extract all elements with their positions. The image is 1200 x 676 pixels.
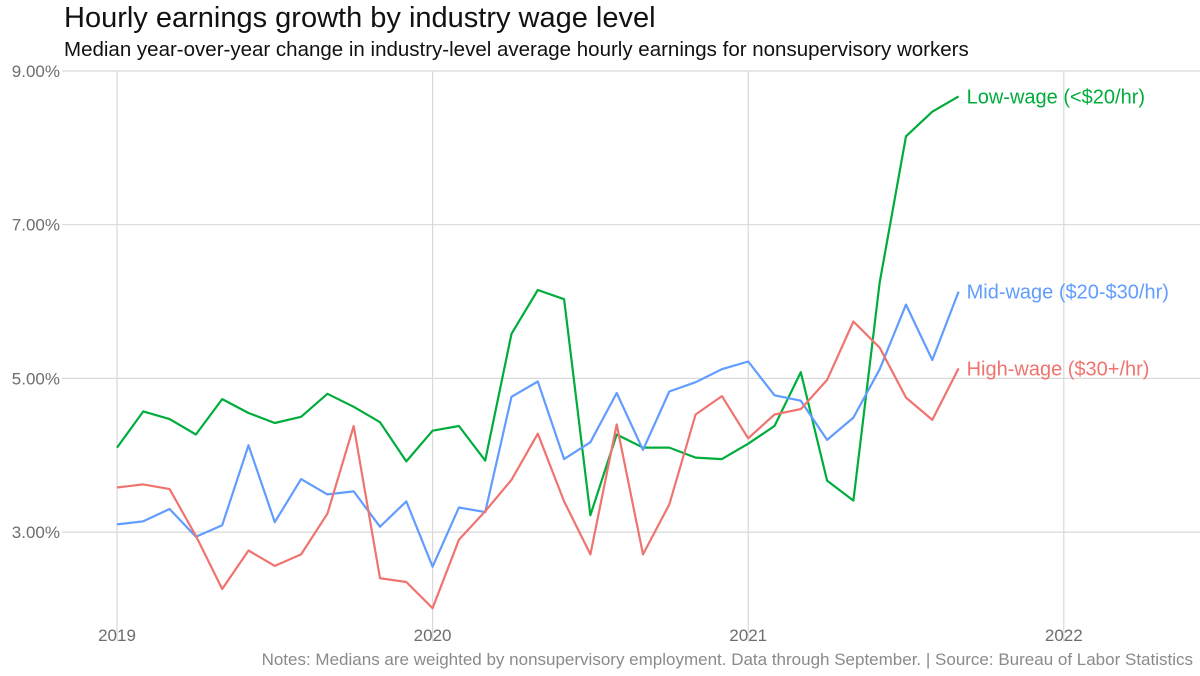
chart-title: Hourly earnings growth by industry wage … — [64, 2, 656, 34]
series-end-label: Mid-wage ($20-$30/hr) — [967, 282, 1169, 304]
series-line — [116, 320, 960, 610]
y-axis-tick-labels: 3.00% 5.00% 7.00% 9.00% — [12, 62, 60, 542]
series-line — [116, 291, 960, 568]
y-tick-label: 3.00% — [12, 523, 60, 542]
gridlines — [62, 70, 1200, 642]
series-end-labels: Low-wage (<$20/hr) Mid-wage ($20-$30/hr) H… — [967, 86, 1169, 380]
series-end-label: High-wage ($30+/hr) — [967, 358, 1150, 380]
chart-subtitle: Median year-over-year change in industry… — [64, 38, 969, 61]
x-axis-tick-labels: 2019 2020 2021 2022 — [98, 626, 1083, 645]
x-tick-label: 2021 — [729, 626, 767, 645]
x-tick-label: 2020 — [414, 626, 452, 645]
x-tick-label: 2022 — [1045, 626, 1083, 645]
x-tick-label: 2019 — [98, 626, 136, 645]
y-tick-label: 7.00% — [12, 216, 60, 235]
series-lines — [116, 95, 960, 610]
source-note: Notes: Medians are weighted by nonsuperv… — [261, 650, 1193, 669]
y-tick-label: 9.00% — [12, 62, 60, 81]
series-end-label: Low-wage (<$20/hr) — [967, 86, 1145, 108]
series-line — [116, 95, 960, 517]
y-tick-label: 5.00% — [12, 369, 60, 388]
